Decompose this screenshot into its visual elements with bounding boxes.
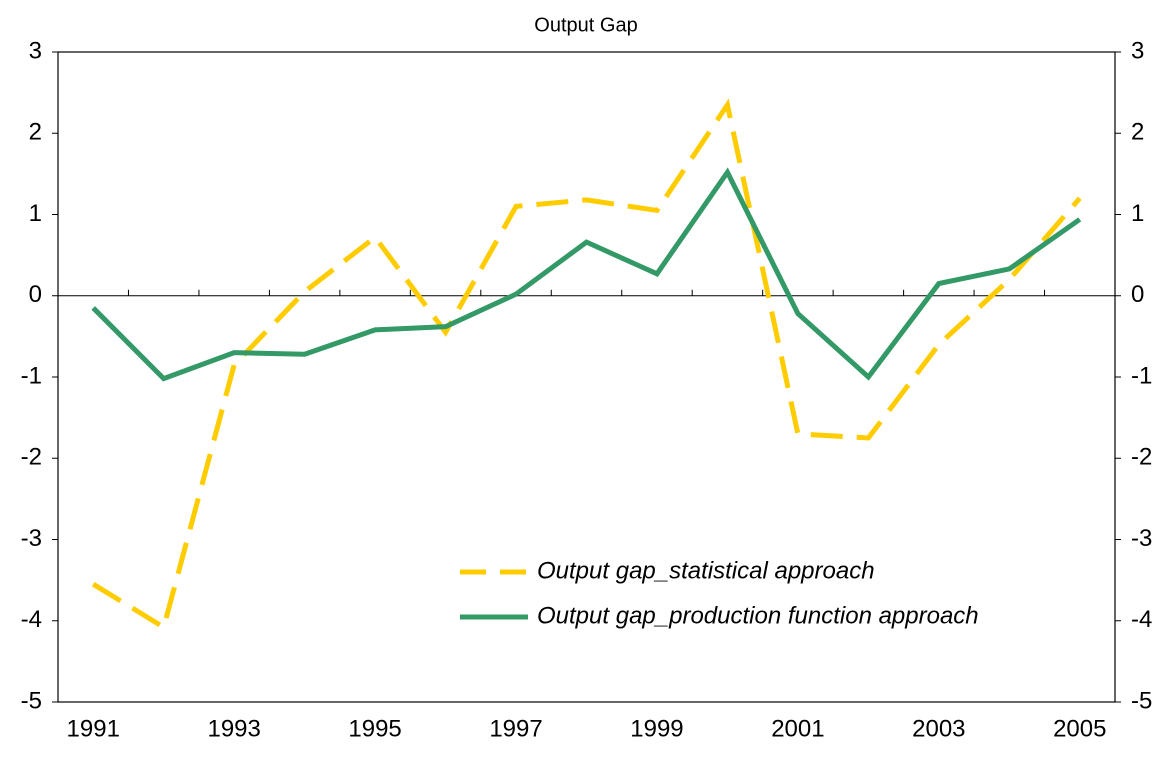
y-tick-label: 3 [29, 37, 42, 64]
x-tick-label: 1993 [207, 715, 260, 742]
y2-tick-label: -3 [1131, 525, 1152, 552]
y2-tick-label: -2 [1131, 444, 1152, 471]
series-line [91, 167, 1082, 382]
y2-tick-label: 2 [1131, 119, 1144, 146]
y-tick-label: -4 [21, 606, 42, 633]
x-tick-label: 1995 [348, 715, 401, 742]
y2-tick-label: 3 [1131, 37, 1144, 64]
x-tick-label: 2001 [771, 715, 824, 742]
x-tick-label: 2003 [912, 715, 965, 742]
x-tick-label: 2005 [1053, 715, 1106, 742]
y-tick-label: -1 [21, 362, 42, 389]
y2-tick-label: -1 [1131, 362, 1152, 389]
chart-title: Output Gap [534, 14, 637, 36]
x-tick-label: 1999 [630, 715, 683, 742]
x-tick-label: 1991 [67, 715, 120, 742]
y2-tick-label: -5 [1131, 687, 1152, 714]
y-tick-label: 1 [29, 200, 42, 227]
y-tick-label: -5 [21, 687, 42, 714]
y-tick-label: 2 [29, 119, 42, 146]
legend-label: Output gap_statistical approach [537, 557, 875, 584]
legend-label: Output gap_production function approach [537, 602, 979, 629]
y-tick-label: -2 [21, 444, 42, 471]
series-line [91, 98, 1082, 632]
y2-tick-label: -4 [1131, 606, 1152, 633]
y2-tick-label: 1 [1131, 200, 1144, 227]
y-tick-label: -3 [21, 525, 42, 552]
y-tick-label: 0 [29, 281, 42, 308]
x-tick-label: 1997 [489, 715, 542, 742]
y2-tick-label: 0 [1131, 281, 1144, 308]
